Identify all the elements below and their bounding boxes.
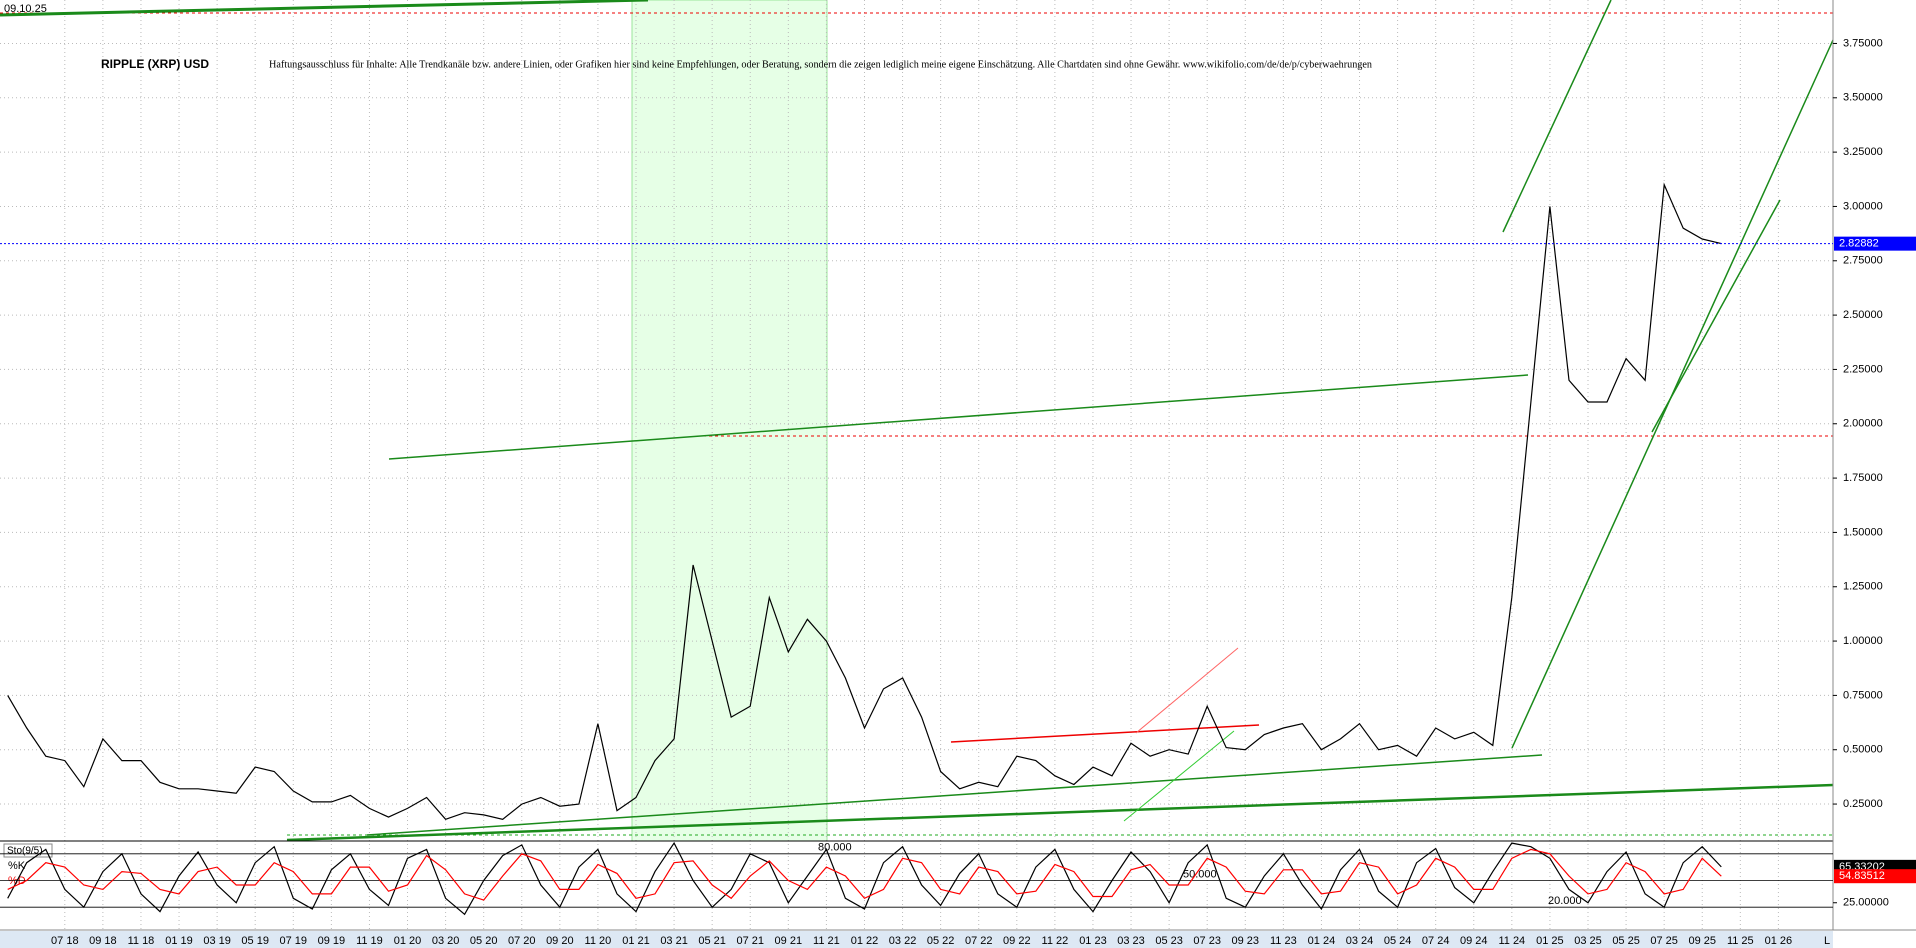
y-tick-label: 0.75000 <box>1843 689 1883 701</box>
x-tick-label: 05 24 <box>1384 935 1412 947</box>
series-line <box>7 848 1722 901</box>
x-tick-label: 01 23 <box>1079 935 1107 947</box>
x-tick-label: 05 21 <box>698 935 726 947</box>
x-tick-label: 07 22 <box>965 935 993 947</box>
trend-line <box>1502 0 1612 233</box>
x-tick-label: 07 25 <box>1650 935 1678 947</box>
trend-line <box>1135 647 1239 734</box>
x-tick-label: 03 23 <box>1117 935 1145 947</box>
x-tick-label: 11 24 <box>1498 935 1525 947</box>
y-tick-label: 0.50000 <box>1843 744 1883 756</box>
level-label: 50.000 <box>1183 868 1217 880</box>
trend-line <box>366 754 1543 836</box>
grid <box>0 0 1833 930</box>
series-line <box>7 841 1722 916</box>
x-tick-label: 03 25 <box>1574 935 1602 947</box>
x-tick-label: 11 21 <box>813 935 840 947</box>
y-tick-label: 1.50000 <box>1843 526 1883 538</box>
chart-title: RIPPLE (XRP) USD <box>101 57 209 71</box>
x-tick-label: 09 23 <box>1232 935 1260 947</box>
x-tick-label: 07 24 <box>1422 935 1450 947</box>
x-tick-label: 07 20 <box>508 935 536 947</box>
y-tick-label: 2.75000 <box>1843 255 1883 267</box>
trend-line <box>0 0 649 17</box>
disclaimer: Haftungsausschluss für Inhalte: Alle Tre… <box>269 59 1372 70</box>
y-tick-label: 2.50000 <box>1843 309 1883 321</box>
x-tick-label: 09 22 <box>1003 935 1031 947</box>
x-tick-label: 07 19 <box>280 935 308 947</box>
indicator-title: Sto(9/5) <box>7 846 43 857</box>
x-tick-label: 03 21 <box>660 935 688 947</box>
x-tick-label: 05 19 <box>241 935 269 947</box>
series-line <box>7 182 1722 820</box>
x-tick-label: 09 25 <box>1688 935 1716 947</box>
x-tick-label: 07 23 <box>1193 935 1221 947</box>
x-tick-label: 07 18 <box>51 935 79 947</box>
x-tick-label: 05 23 <box>1155 935 1183 947</box>
x-tick-label: 03 19 <box>203 935 231 947</box>
x-tick-label: 09 18 <box>89 935 117 947</box>
trend-line <box>950 724 1260 743</box>
date-label: 09.10.25 <box>4 3 47 15</box>
x-tick-label: 09 20 <box>546 935 574 947</box>
y-tick-label: 2.00000 <box>1843 418 1883 430</box>
x-tick-label: 11 19 <box>356 935 383 947</box>
corner-label: L <box>1824 935 1830 947</box>
x-tick-label: 01 21 <box>622 935 650 947</box>
trend-line <box>286 783 1834 842</box>
last-value-label: 54.83512 <box>1839 870 1885 882</box>
y-tick-label: 1.00000 <box>1843 635 1883 647</box>
highlight-zone <box>631 0 828 842</box>
x-tick-label: 11 23 <box>1270 935 1297 947</box>
last-value-box <box>1834 869 1916 884</box>
x-tick-label: 01 26 <box>1765 935 1793 947</box>
legend-entry: %K <box>8 860 26 872</box>
x-tick-label: 09 19 <box>318 935 346 947</box>
level-label: 20.000 <box>1548 895 1582 907</box>
x-tick-label: 05 22 <box>927 935 955 947</box>
x-tick-label: 11 18 <box>128 935 155 947</box>
y-tick-label: 0.25000 <box>1843 798 1883 810</box>
current-box <box>1834 236 1916 251</box>
y-tick-label: 1.75000 <box>1843 472 1883 484</box>
x-tick-label: 03 24 <box>1346 935 1374 947</box>
x-tick-label: 03 20 <box>432 935 460 947</box>
x-tick-label: 11 22 <box>1042 935 1069 947</box>
x-tick-label: 01 22 <box>851 935 879 947</box>
x-tick-label: 11 25 <box>1727 935 1754 947</box>
x-tick-label: 01 20 <box>394 935 422 947</box>
y-tick-label: 1.25000 <box>1843 581 1883 593</box>
y-tick-label: 25.00000 <box>1843 897 1889 909</box>
y-tick-label: 3.50000 <box>1843 92 1883 104</box>
y-tick-label: 2.25000 <box>1843 363 1883 375</box>
trend-line <box>388 374 1529 460</box>
x-tick-label: 01 19 <box>165 935 193 947</box>
trend-line <box>1651 199 1781 433</box>
x-tick-label: 07 21 <box>736 935 764 947</box>
y-tick-label: 3.25000 <box>1843 146 1883 158</box>
x-tick-label: 05 20 <box>470 935 498 947</box>
y-tick-label: 3.75000 <box>1843 37 1883 49</box>
x-tick-label: 09 24 <box>1460 935 1488 947</box>
x-tick-label: 01 24 <box>1308 935 1336 947</box>
x-tick-label: 05 25 <box>1612 935 1640 947</box>
x-axis-band <box>0 931 1833 948</box>
level-label: 80.000 <box>818 842 852 854</box>
trend-line <box>1123 730 1235 822</box>
x-tick-label: 01 25 <box>1536 935 1564 947</box>
current-label: 2.82882 <box>1839 238 1879 250</box>
x-tick-label: 09 21 <box>775 935 803 947</box>
y-tick-label: 3.00000 <box>1843 200 1883 212</box>
x-tick-label: 11 20 <box>585 935 612 947</box>
x-tick-label: 03 22 <box>889 935 917 947</box>
